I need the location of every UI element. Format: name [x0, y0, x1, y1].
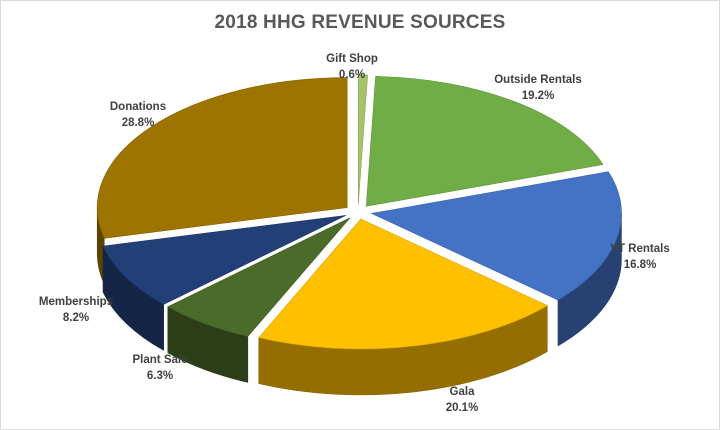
data-label-gala: Gala: [450, 386, 476, 398]
data-value-gala: 20.1%: [446, 402, 479, 414]
data-value-gift-shop: 0.6%: [339, 69, 365, 81]
data-label-plant-sale: Plant Sale: [133, 354, 188, 366]
slice-outside-rentals: [365, 76, 604, 207]
slice-plant-sale: [167, 217, 351, 337]
slice-donations: [96, 77, 348, 239]
data-label-donations: Donations: [110, 101, 166, 113]
slice-vt-rentals: [370, 171, 622, 301]
data-label-vt-rentals: VT Rentals: [610, 243, 669, 255]
data-value-memberships: 8.2%: [63, 312, 89, 324]
data-label-outside-rentals: Outside Rentals: [494, 74, 582, 86]
data-value-plant-sale: 6.3%: [147, 370, 173, 382]
slice-gala: [258, 218, 549, 350]
data-label-gift-shop: Gift Shop: [326, 53, 378, 65]
data-label-memberships: Memberships: [39, 296, 113, 308]
data-labels: Gift Shop 0.6% Outside Rentals 19.2% VT Rent…: [39, 53, 670, 414]
slice-gift-shop: [357, 74, 369, 205]
data-value-vt-rentals: 16.8%: [624, 259, 657, 271]
slice-memberships: [102, 215, 347, 305]
data-value-donations: 28.8%: [122, 117, 155, 129]
data-value-outside-rentals: 19.2%: [522, 90, 555, 102]
chart-title: 2018 HHG REVENUE SOURCES: [214, 12, 506, 33]
pie-slices: [96, 74, 622, 350]
